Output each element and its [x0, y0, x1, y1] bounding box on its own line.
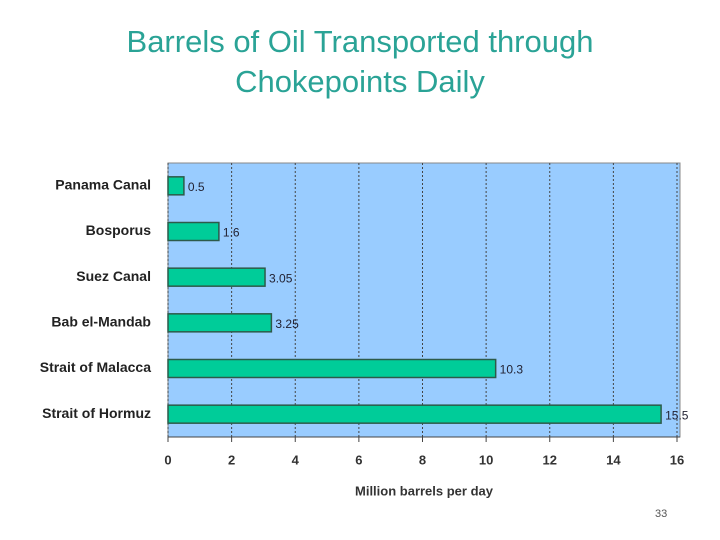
value-label: 15.5 — [665, 408, 689, 422]
y-tick-label: Bosporus — [86, 222, 152, 238]
bar — [167, 404, 662, 424]
y-tick-label: Suez Canal — [76, 268, 151, 284]
value-label: 3.05 — [269, 271, 293, 285]
plot-area — [167, 162, 681, 438]
y-tick-label: Bab el-Mandab — [51, 314, 151, 330]
bar — [167, 176, 185, 196]
slide-title: Barrels of Oil Transported through Choke… — [126, 24, 594, 99]
bar — [167, 267, 266, 287]
x-tick-label: 14 — [606, 452, 621, 467]
value-label: 10.3 — [500, 363, 524, 377]
x-axis-label: Million barrels per day — [355, 483, 494, 498]
x-tick-label: 0 — [164, 452, 171, 467]
x-tick-label: 12 — [543, 452, 557, 467]
y-tick-label: Strait of Malacca — [40, 359, 151, 375]
x-tick-label: 10 — [479, 452, 493, 467]
value-label: 1.6 — [223, 226, 240, 240]
x-tick-label: 2 — [228, 452, 235, 467]
page-number: 33 — [655, 508, 668, 520]
x-tick-label: 16 — [670, 452, 684, 467]
x-tick-label: 6 — [355, 452, 362, 467]
value-label: 0.5 — [188, 180, 205, 194]
x-tick-label: 8 — [419, 452, 426, 467]
bar — [167, 313, 273, 333]
y-tick-label: Strait of Hormuz — [42, 405, 151, 421]
bar — [167, 221, 220, 242]
x-tick-label: 4 — [292, 452, 300, 467]
bar — [167, 358, 497, 379]
y-tick-label: Panama Canal — [55, 177, 151, 193]
value-label: 3.25 — [275, 317, 299, 331]
